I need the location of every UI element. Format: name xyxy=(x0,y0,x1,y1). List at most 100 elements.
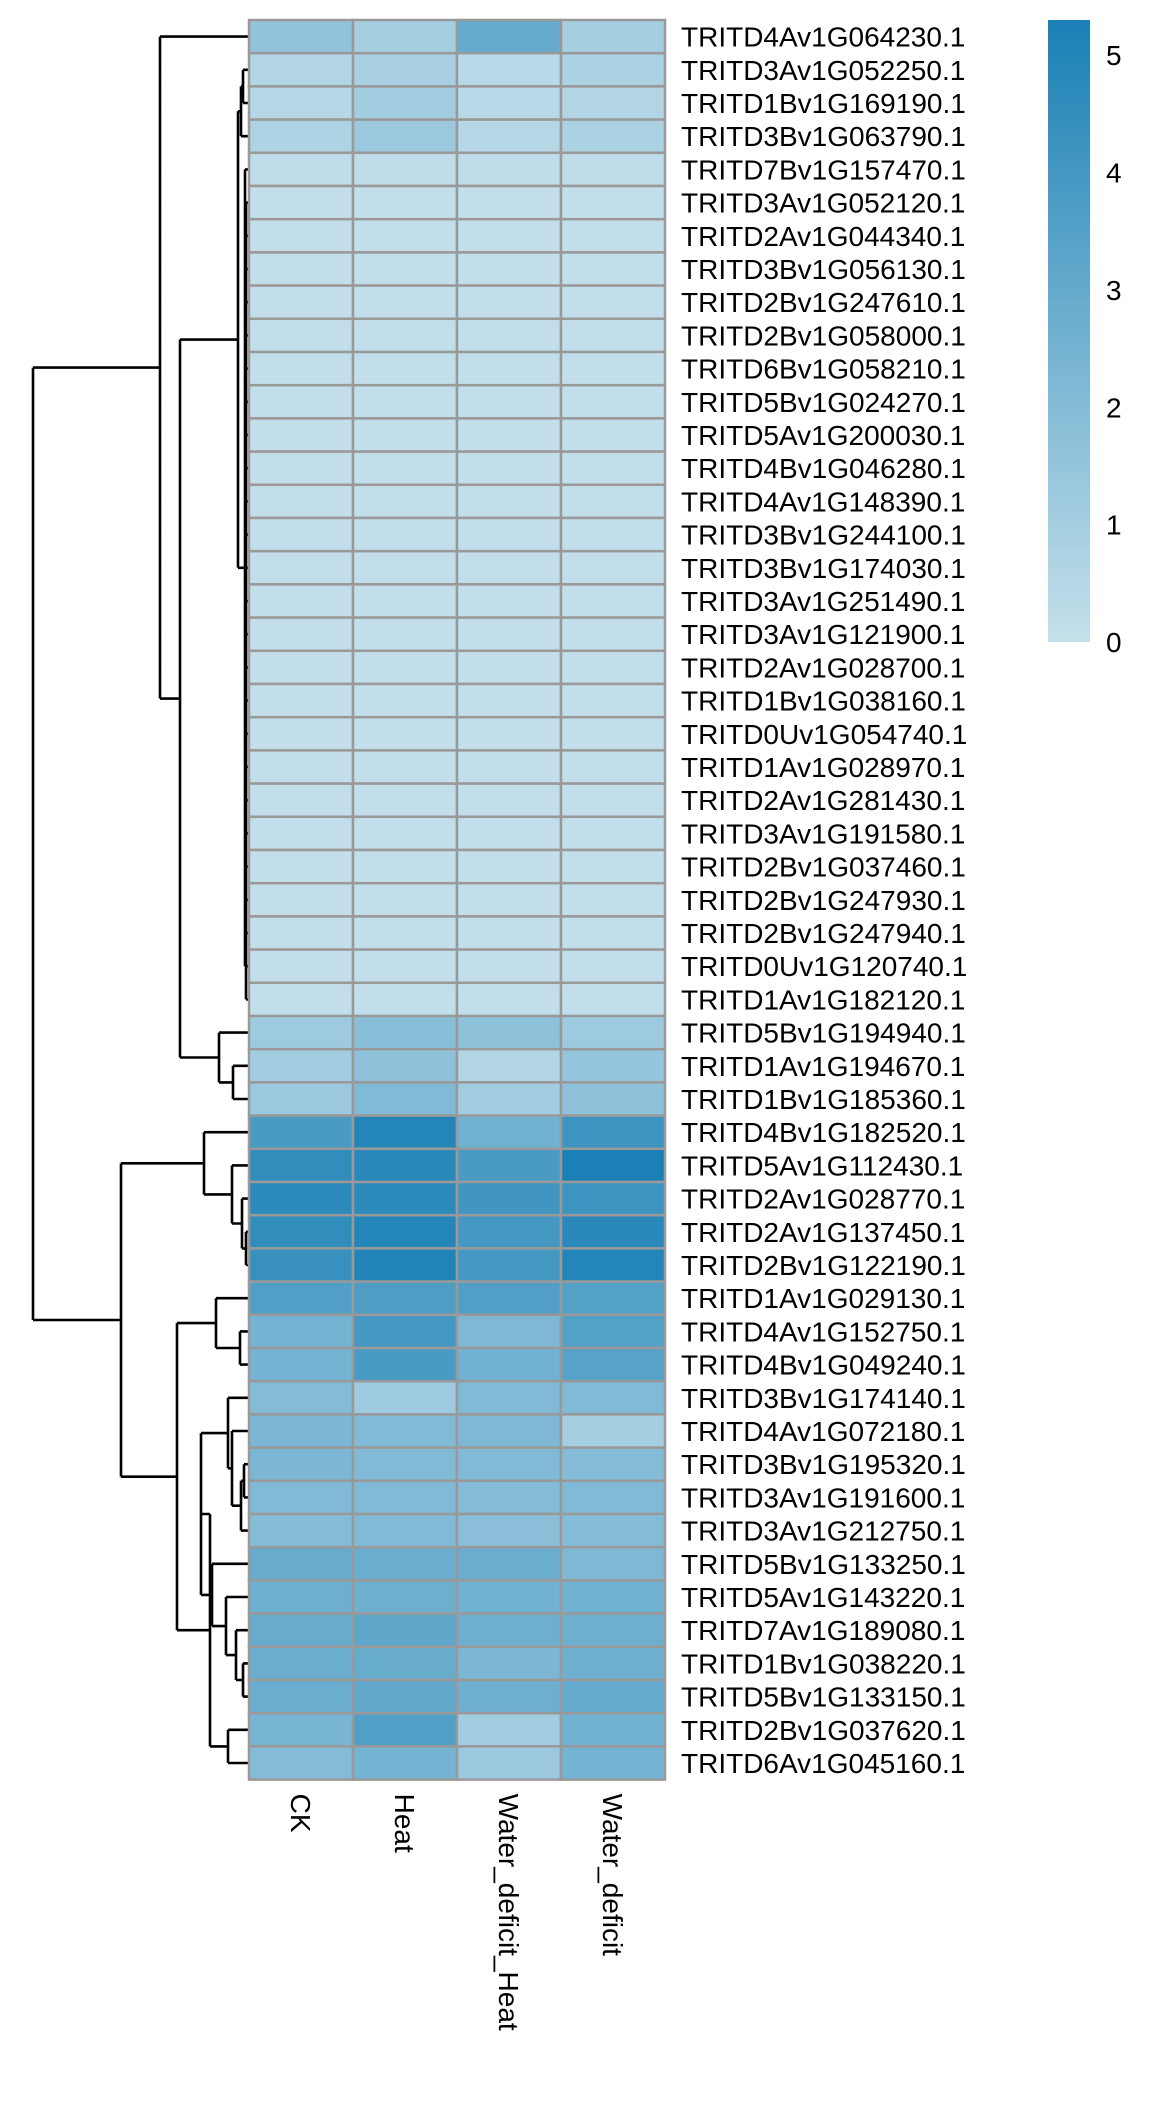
heatmap-cell xyxy=(455,1047,563,1084)
heatmap-cell xyxy=(247,1413,355,1449)
heatmap-cell xyxy=(351,749,459,785)
row-label: TRITD4Av1G064230.1 xyxy=(681,22,965,53)
row-label: TRITD2Bv1G122190.1 xyxy=(681,1250,966,1281)
heatmap-cell xyxy=(559,715,667,752)
heatmap-cell xyxy=(455,1678,563,1715)
heatmap-cell xyxy=(351,1446,459,1483)
heatmap-cell xyxy=(351,1114,459,1151)
heatmap-cell xyxy=(247,1579,355,1615)
row-label: TRITD4Av1G148390.1 xyxy=(681,486,965,517)
heatmap-cell xyxy=(247,118,355,155)
heatmap-cell xyxy=(247,583,355,619)
heatmap-cell xyxy=(455,1579,563,1615)
heatmap-cell xyxy=(351,184,459,221)
heatmap-cell xyxy=(559,1346,667,1383)
heatmap-cell xyxy=(351,1612,459,1649)
heatmap-cell xyxy=(455,1446,563,1483)
heatmap-cell xyxy=(455,1346,563,1383)
heatmap-cell xyxy=(351,848,459,885)
heatmap-cell xyxy=(455,251,563,287)
heatmap-cell xyxy=(351,1711,459,1748)
row-label: TRITD3Bv1G195320.1 xyxy=(681,1449,966,1480)
heatmap-cell xyxy=(351,18,459,55)
heatmap-cell xyxy=(247,1479,355,1516)
row-label: TRITD3Bv1G244100.1 xyxy=(681,520,966,551)
heatmap-cell xyxy=(351,1645,459,1682)
heatmap-cell xyxy=(559,848,667,885)
heatmap-cell xyxy=(351,217,459,254)
heatmap-cell xyxy=(455,1081,563,1117)
heatmap-cell xyxy=(455,981,563,1018)
heatmap-cell xyxy=(455,1379,563,1416)
row-label: TRITD2Bv1G247610.1 xyxy=(681,287,966,318)
heatmap-cell xyxy=(559,1014,667,1051)
heatmap-cell xyxy=(247,549,355,586)
heatmap-cell xyxy=(351,1346,459,1383)
row-label: TRITD3Av1G251490.1 xyxy=(681,586,965,617)
heatmap-cell xyxy=(351,948,459,985)
heatmap-cell xyxy=(559,749,667,785)
heatmap-cell xyxy=(247,1379,355,1416)
heatmap-cell xyxy=(351,1047,459,1084)
row-label: TRITD5Bv1G194940.1 xyxy=(681,1018,966,1049)
row-label: TRITD7Bv1G157470.1 xyxy=(681,154,966,185)
heatmap-cell xyxy=(247,848,355,885)
heatmap-cell xyxy=(351,715,459,752)
dendrogram-branches xyxy=(31,35,249,1765)
heatmap-cell xyxy=(247,1612,355,1649)
row-label: TRITD3Bv1G174140.1 xyxy=(681,1383,966,1414)
heatmap-cell xyxy=(559,649,667,686)
heatmap-cell xyxy=(351,317,459,354)
row-label: TRITD3Bv1G063790.1 xyxy=(681,121,966,152)
heatmap-cell xyxy=(351,1545,459,1582)
heatmap-cell xyxy=(351,483,459,520)
legend-tick-label: 3 xyxy=(1106,275,1122,306)
heatmap-cell xyxy=(559,1413,667,1449)
heatmap-cell xyxy=(247,516,355,553)
column-label: Water_deficit_Heat xyxy=(493,1794,524,2031)
heatmap-cell xyxy=(247,1446,355,1483)
row-label: TRITD2Bv1G058000.1 xyxy=(681,320,966,351)
heatmap-cell xyxy=(247,51,355,88)
heatmap-cell xyxy=(559,981,667,1018)
heatmap-cell xyxy=(247,284,355,321)
heatmap-cell xyxy=(247,1313,355,1350)
heatmap-cell xyxy=(247,749,355,785)
heatmap-cell xyxy=(247,981,355,1018)
heatmap-cell xyxy=(559,549,667,586)
heatmap-cell xyxy=(455,284,563,321)
column-label: Heat xyxy=(389,1794,420,1853)
heatmap-cell xyxy=(351,383,459,420)
heatmap-cell xyxy=(351,1247,459,1283)
heatmap-cell xyxy=(455,350,563,387)
heatmap-cell xyxy=(351,85,459,121)
heatmap-cell xyxy=(247,1512,355,1549)
heatmap-cell xyxy=(455,1114,563,1151)
heatmap-cell xyxy=(559,18,667,55)
heatmap-cell xyxy=(559,217,667,254)
heatmap-cell xyxy=(559,1645,667,1682)
column-label: CK xyxy=(285,1794,316,1833)
legend-tick-label: 5 xyxy=(1106,40,1122,71)
heatmap-cell xyxy=(351,1213,459,1250)
heatmap-cell xyxy=(351,251,459,287)
heatmap-cell xyxy=(247,1645,355,1682)
heatmap-cell xyxy=(559,1147,667,1184)
row-dendrogram xyxy=(31,35,249,1765)
heatmap-cell xyxy=(455,1413,563,1449)
heatmap-cell xyxy=(455,51,563,88)
heatmap-cell xyxy=(351,284,459,321)
heatmap-cell xyxy=(455,450,563,487)
row-label: TRITD3Av1G052250.1 xyxy=(681,55,965,86)
heatmap-cell xyxy=(455,1645,563,1682)
row-label: TRITD2Bv1G247930.1 xyxy=(681,885,966,916)
heatmap-cell xyxy=(559,1180,667,1217)
heatmap-cell xyxy=(247,715,355,752)
heatmap-cell xyxy=(559,383,667,420)
heatmap-cell xyxy=(455,417,563,453)
heatmap-cell xyxy=(247,1014,355,1051)
heatmap-cell xyxy=(559,1512,667,1549)
heatmap-cell xyxy=(351,881,459,918)
heatmap-cell xyxy=(455,682,563,719)
heatmap-cell xyxy=(559,1678,667,1715)
